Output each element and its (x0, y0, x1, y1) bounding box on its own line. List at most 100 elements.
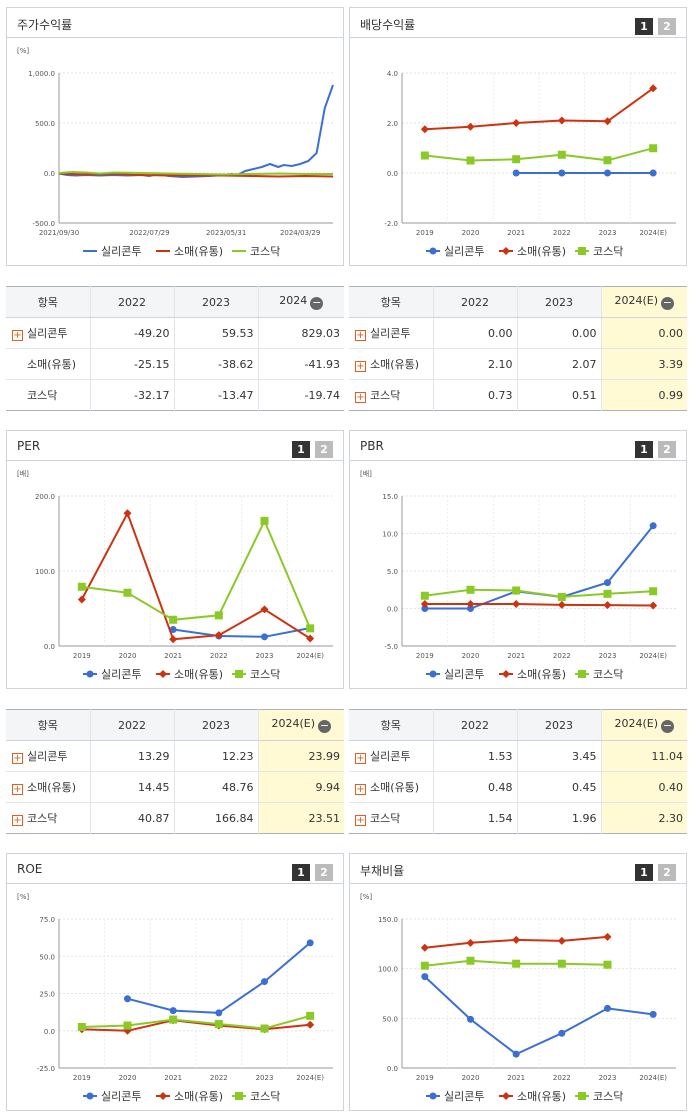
dividend-data-point (603, 117, 612, 126)
per-view-button-1[interactable]: 1 (292, 441, 310, 458)
table-value-cell: 59.53 (173, 317, 258, 349)
table-header-label: 2022 (118, 718, 146, 732)
debt-data-point (421, 973, 429, 981)
pbr-y-tick-label: -5.0 (384, 643, 398, 651)
table-header-label: 항목 (37, 296, 58, 309)
expand-plus-icon[interactable]: + (355, 330, 366, 341)
table-row: 소매(유통) -25.15 -38.62 -41.93 (6, 348, 344, 380)
roe-y-tick-label: -25.0 (37, 1065, 55, 1073)
legend-marker (578, 247, 586, 255)
expand-plus-icon[interactable]: + (12, 815, 23, 826)
pbr-data-point (649, 587, 658, 596)
table-row-name: 코스닥 (27, 389, 58, 402)
legend-label: 실리콘투 (101, 1090, 141, 1103)
per-series-line-2 (81, 518, 312, 629)
roe-view-button-1[interactable]: 1 (292, 864, 310, 881)
debt-series-line-0 (424, 975, 654, 1056)
roe-data-point (306, 939, 314, 947)
dividend-view-button-2[interactable]: 2 (658, 18, 676, 35)
per-x-tick-label: 2021 (164, 652, 182, 660)
table-header-label: 2023 (202, 718, 230, 732)
table-value-cell: 2.07 (516, 348, 601, 380)
pbr-data-point (603, 601, 612, 610)
per-data-point (306, 624, 315, 633)
table-row: + 소매(유통) 14.45 48.76 9.94 (6, 771, 344, 803)
roe-chart: [%] 75.0 50.0 25.0 0.0 -25.0 2019 2020 2021 2022 2… (17, 893, 333, 1103)
debt-y-tick-label: 100.0 (378, 966, 398, 974)
expand-plus-icon[interactable]: + (12, 330, 23, 341)
per-data-point (123, 509, 132, 518)
legend-marker (502, 247, 510, 255)
per-data-point (169, 635, 178, 644)
legend-label: 소매(유통) (174, 245, 223, 258)
table-row-name: 소매(유통) (370, 781, 420, 794)
table-header-cell: 2024(E) − (600, 286, 687, 318)
debt-data-point (467, 1015, 474, 1023)
collapse-minus-icon[interactable]: − (661, 719, 675, 733)
table-value-cell: 3.45 (516, 740, 601, 772)
dividend-view-button-1[interactable]: 1 (635, 18, 653, 35)
per-data-point (169, 615, 178, 624)
legend-label: 소매(유통) (517, 668, 566, 681)
table-row-name-cell: + 코스닥 (6, 802, 90, 834)
pbr-data-point (557, 600, 566, 609)
debt-unit-label: [%] (360, 893, 372, 901)
debt-view-button-1[interactable]: 1 (635, 864, 653, 881)
stock-y-tick-label: 1,000.0 (28, 70, 55, 78)
dividend-data-point (466, 122, 475, 131)
per-x-tick-label: 2023 (256, 652, 274, 660)
table-value-cell: 0.40 (600, 771, 687, 803)
expand-plus-icon[interactable]: + (355, 784, 366, 795)
per-chart: [배] 200.0 100.0 0.0 2019 2020 2021 2022 2023 2024… (17, 469, 333, 681)
debt-view-button-2[interactable]: 2 (658, 864, 676, 881)
expand-plus-icon[interactable]: + (12, 784, 23, 795)
expand-plus-icon[interactable]: + (355, 361, 366, 372)
debt-data-point (603, 960, 612, 969)
table-value-cell: -19.74 (257, 379, 344, 411)
roe-view-button-2[interactable]: 2 (315, 864, 333, 881)
expand-plus-icon[interactable]: + (355, 392, 366, 403)
debt-panel: 부채비율 1 2 [%] 150.0 100.0 50.0 0.0 2019 2020 2021 20… (349, 853, 687, 1111)
table-header-cell: 2023 (173, 286, 258, 318)
pbr-view-button-1[interactable]: 1 (635, 441, 653, 458)
expand-plus-icon[interactable]: + (355, 815, 366, 826)
expand-plus-icon[interactable]: + (355, 753, 366, 764)
roe-x-tick-label: 2021 (164, 1074, 182, 1082)
collapse-minus-icon[interactable]: − (310, 296, 324, 310)
table-row-name-cell: + 실리콘투 (6, 740, 90, 772)
dividend-data-point (557, 150, 566, 159)
debt-x-tick-label: 2023 (599, 1074, 617, 1082)
table-row-name-cell: 코스닥 (6, 379, 90, 411)
pbr-x-tick-label: 2023 (599, 652, 617, 660)
table-header-cell: 항목 (6, 709, 90, 741)
dividend-data-point (512, 155, 521, 164)
collapse-minus-icon[interactable]: − (661, 296, 675, 310)
pbr-view-button-2[interactable]: 2 (658, 441, 676, 458)
roe-series-line-0 (127, 942, 311, 1014)
pbr-data-point (512, 600, 521, 608)
dividend-data-point (557, 116, 566, 125)
legend-marker (86, 670, 94, 678)
per-view-button-2[interactable]: 2 (315, 441, 333, 458)
per-data-point (169, 626, 177, 633)
expand-plus-icon[interactable]: + (12, 753, 23, 764)
debt-data-point (420, 943, 429, 952)
legend-marker (429, 1092, 437, 1100)
pbr-series-line-1 (424, 603, 654, 607)
legend-label: 코스닥 (250, 245, 280, 258)
roe-data-point (214, 1020, 223, 1029)
pbr-chart: [배] 15.0 10.0 5.0 0.0 -5.0 2019 2020 2021 2022 202… (360, 469, 676, 681)
table-header-row: 항목 2022 2023 2024(E) − (349, 286, 687, 318)
dividend-data-point (512, 119, 521, 127)
per-legend: 실리콘투 소매(유통) 코스닥 (83, 668, 280, 681)
stock-series-line-0 (58, 84, 334, 179)
roe-data-point (123, 1021, 132, 1030)
collapse-minus-icon[interactable]: − (318, 719, 332, 733)
legend-marker (578, 1092, 586, 1100)
per-data-point (77, 595, 86, 604)
legend-label: 실리콘투 (444, 1090, 484, 1103)
roe-y-tick-label: 75.0 (39, 916, 55, 924)
pbr-legend: 실리콘투 소매(유통) 코스닥 (426, 668, 623, 681)
per-data-table: 항목 2022 2023 2024(E) − + 실리콘투 13.29 12.23 23.99 + 소… (6, 709, 344, 834)
pbr-panel: PBR 1 2 [배] 15.0 10.0 5.0 0.0 -5.0 2019 2020 2021 20… (349, 430, 687, 689)
